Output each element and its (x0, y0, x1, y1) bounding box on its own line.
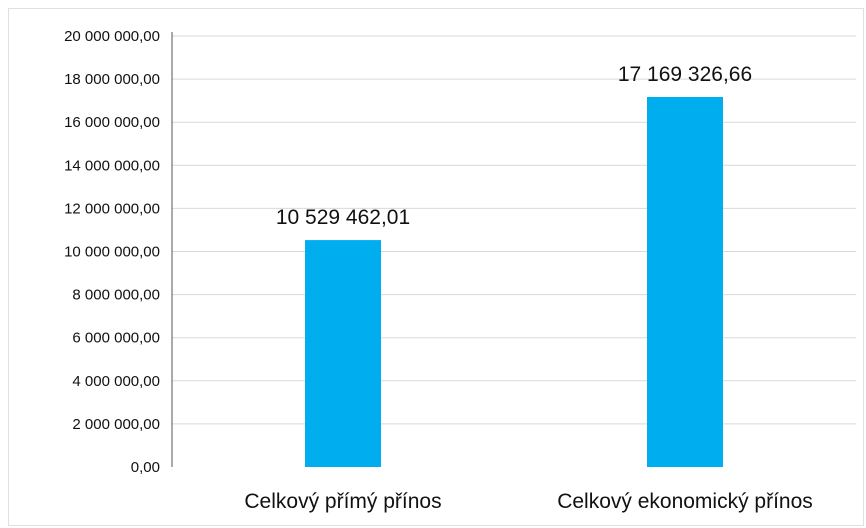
data-label: 17 169 326,66 (618, 63, 752, 86)
y-tick-label: 10 000 000,00 (64, 244, 160, 261)
y-tick-label: 8 000 000,00 (72, 287, 160, 304)
y-tick-label: 4 000 000,00 (72, 373, 160, 390)
data-label: 10 529 462,01 (276, 206, 410, 229)
bar (647, 97, 723, 467)
x-category-label: Celkový ekonomický přínos (557, 490, 813, 513)
y-tick-label: 18 000 000,00 (64, 71, 160, 88)
bar (305, 240, 381, 467)
y-tick-label: 12 000 000,00 (64, 200, 160, 217)
y-tick-label: 6 000 000,00 (72, 330, 160, 347)
y-tick-label: 14 000 000,00 (64, 157, 160, 174)
y-tick-label: 16 000 000,00 (64, 114, 160, 131)
y-tick-label: 2 000 000,00 (72, 416, 160, 433)
x-category-label: Celkový přímý přínos (244, 490, 441, 513)
y-tick-label: 20 000 000,00 (64, 28, 160, 45)
y-tick-label: 0,00 (131, 459, 160, 476)
